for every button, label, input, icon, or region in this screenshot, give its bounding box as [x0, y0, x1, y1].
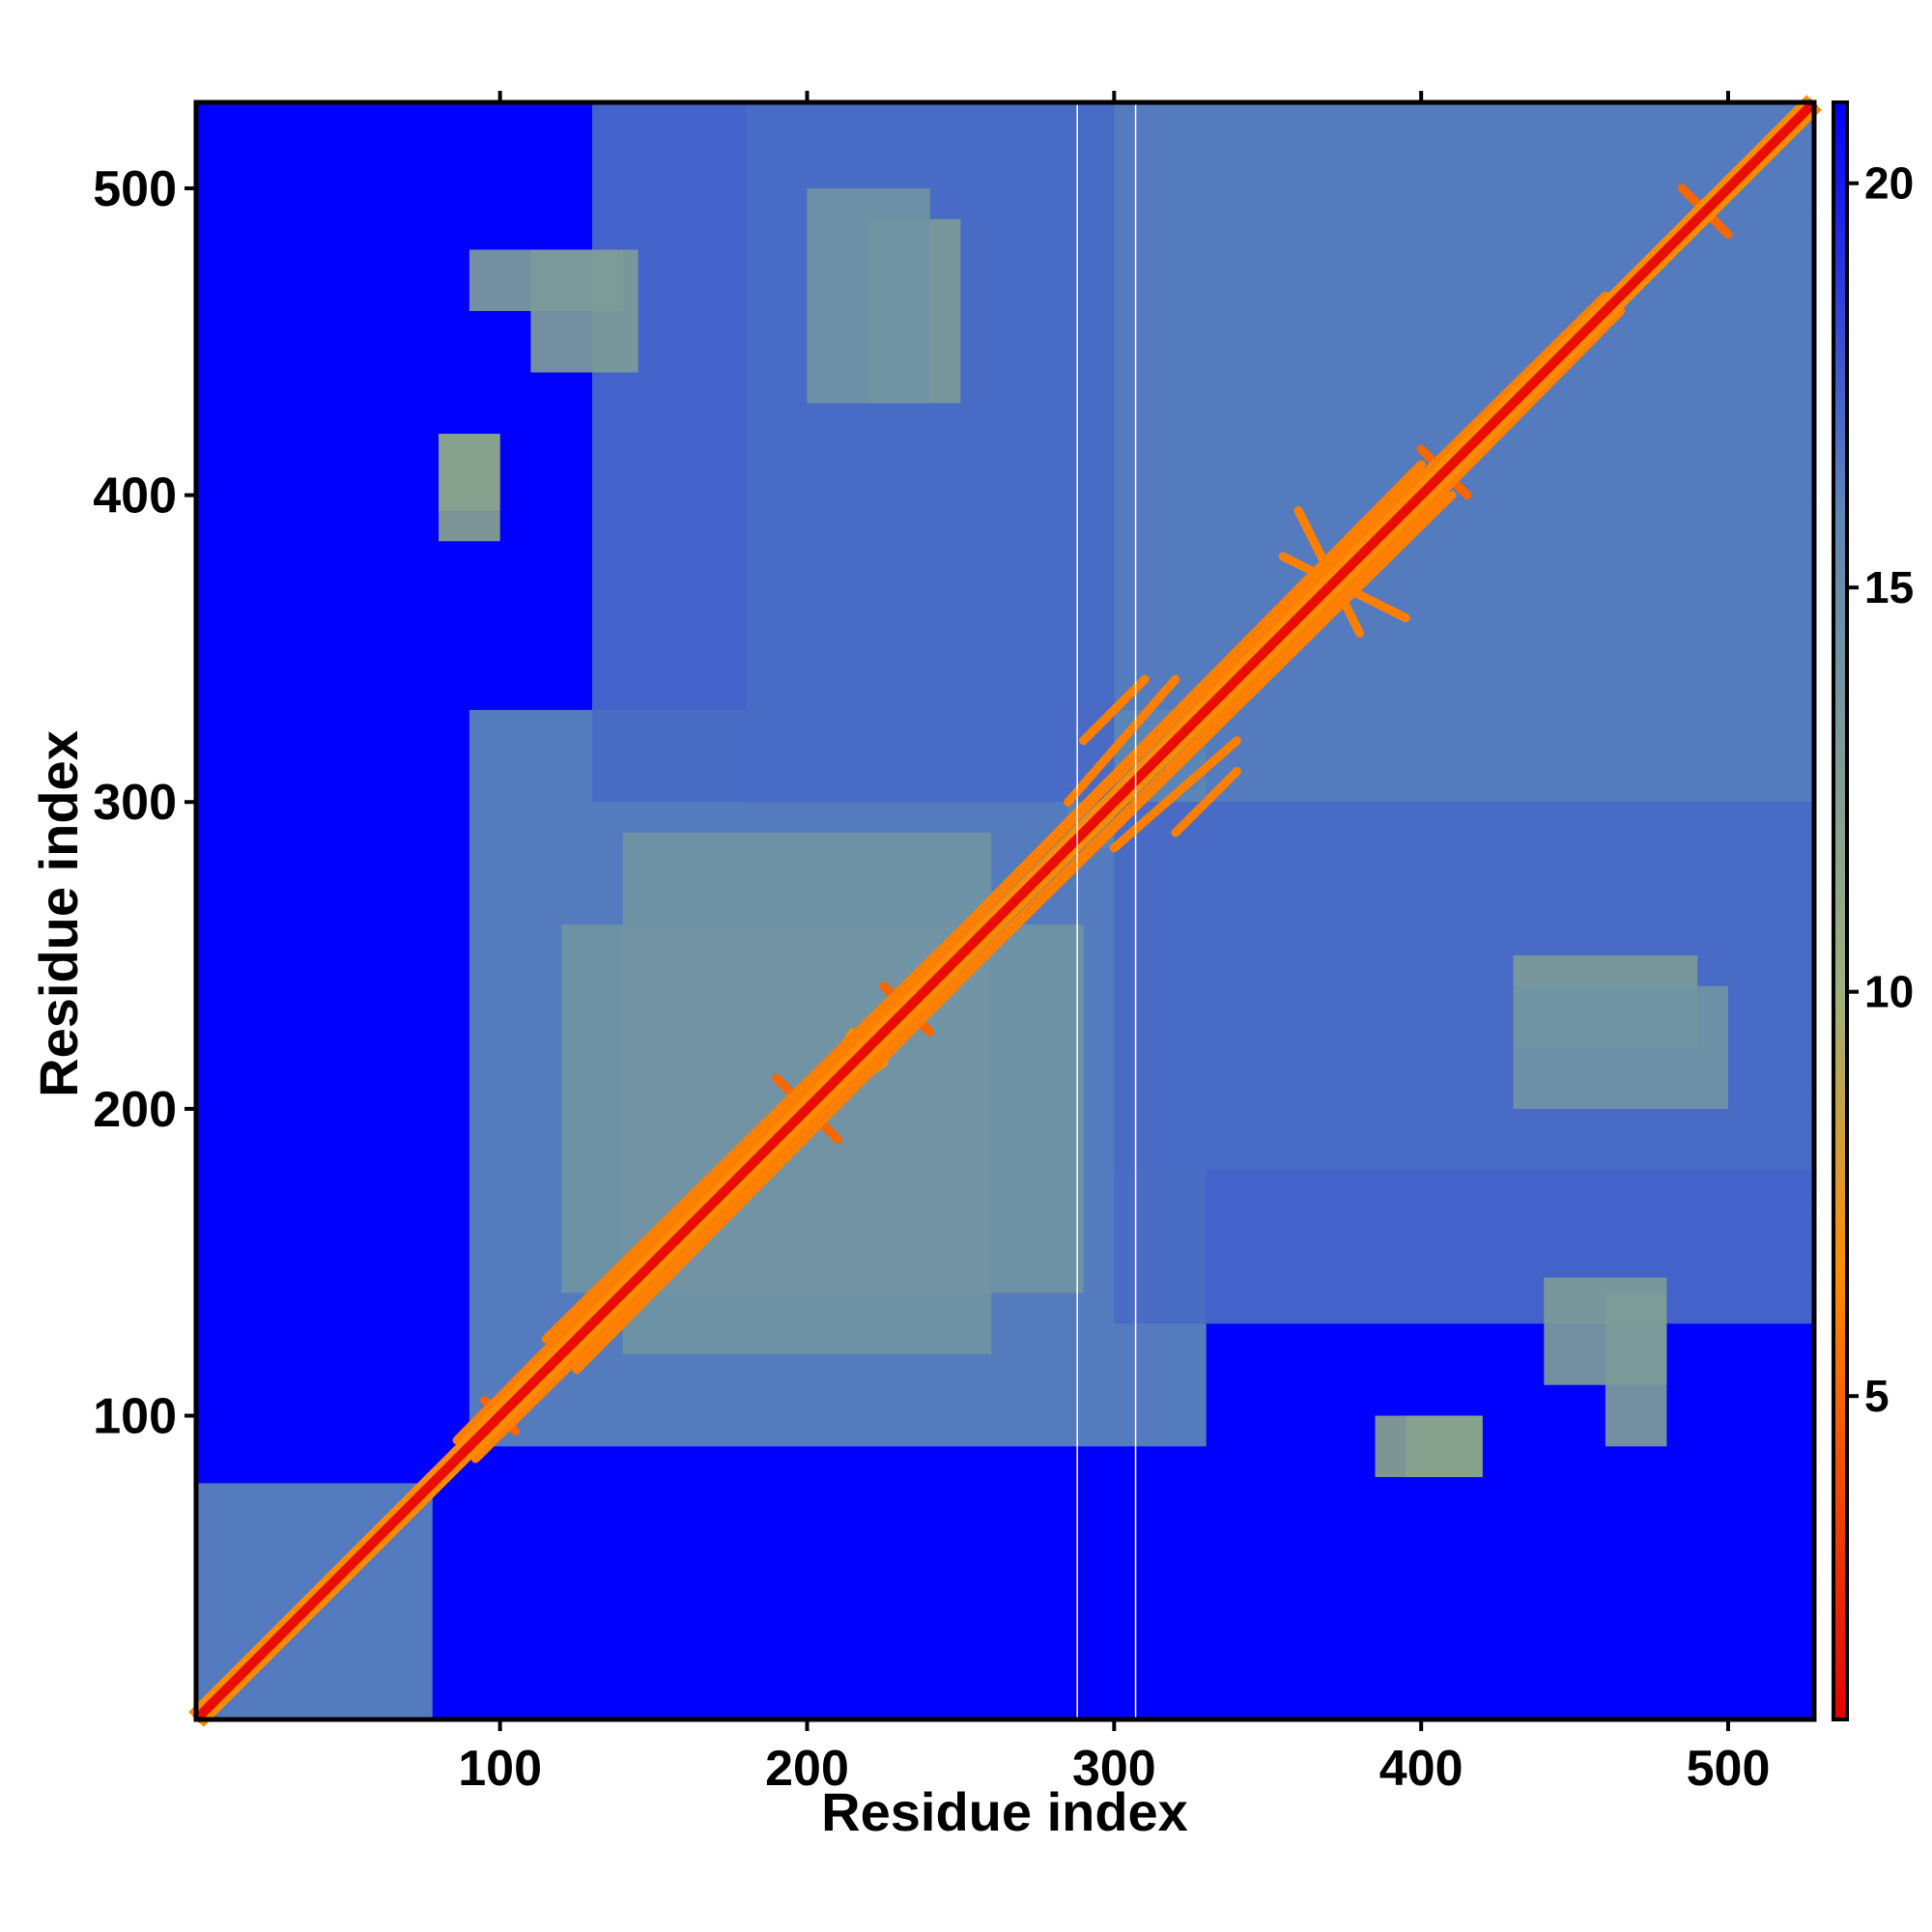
contact-block-mirror-5	[745, 102, 1115, 803]
y-tick-label-500: 500	[93, 161, 177, 217]
secondary-contact-mirror-0	[1171, 766, 1241, 838]
diagonal-line	[192, 99, 1818, 1723]
x-tick-label-100: 100	[458, 1741, 542, 1797]
contact-block-9	[1544, 1277, 1667, 1385]
x-tick-label-500: 500	[1687, 1741, 1771, 1797]
colorbar-tick-label-5: 5	[1864, 1371, 1889, 1421]
contact-block-mirror-8	[439, 434, 500, 511]
secondary-contact-mirror-11	[470, 491, 1451, 1463]
y-axis-label: Residue index	[28, 730, 89, 1097]
contact-block-5	[1114, 802, 1814, 1171]
colorbar	[1832, 100, 1849, 1721]
contact-block-mirror-9	[530, 249, 639, 373]
secondary-contact-mirror-7	[1109, 736, 1241, 853]
x-axis-label: Residue index	[821, 1781, 1188, 1842]
x-tick-label-300: 300	[1072, 1741, 1156, 1797]
colorbar-tick-label-15: 15	[1864, 562, 1914, 612]
x-tick-label-200: 200	[765, 1741, 849, 1797]
secondary-contact-0	[1079, 674, 1150, 746]
x-tick-label-400: 400	[1379, 1741, 1463, 1797]
contact-block-mirror-11	[807, 187, 930, 404]
secondary-contact-7	[1064, 674, 1180, 807]
y-tick-label-200: 200	[93, 1082, 177, 1138]
plot-area	[188, 95, 1822, 1727]
y-tick-label-100: 100	[93, 1389, 177, 1445]
colorbar-tick-label-20: 20	[1864, 158, 1914, 209]
axes: 100 200 300 400 500 100 200 300 400 500 5 10 15 20	[93, 91, 1914, 1797]
y-tick-label-300: 300	[93, 775, 177, 831]
contact-block-11	[1513, 985, 1729, 1109]
secondary-contact-11	[452, 466, 1426, 1445]
y-tick-label-400: 400	[93, 469, 177, 525]
plot-frame	[193, 99, 1817, 1722]
colorbar-tick-label-10: 10	[1864, 967, 1914, 1017]
contact-block-8	[1406, 1415, 1483, 1478]
